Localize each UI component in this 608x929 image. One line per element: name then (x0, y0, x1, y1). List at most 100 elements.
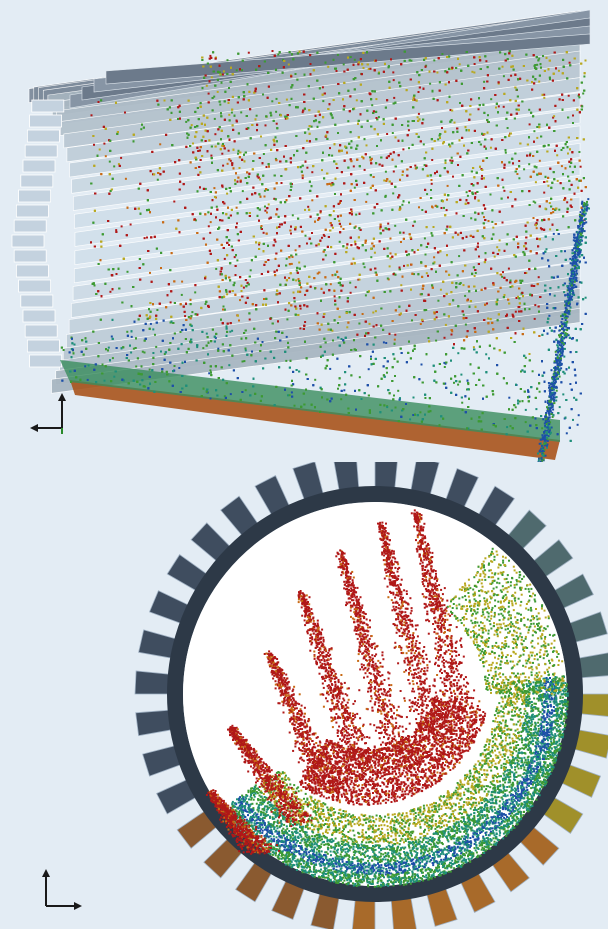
particle (353, 58, 356, 61)
particle (392, 71, 395, 74)
shell-rib (74, 160, 581, 247)
particle (107, 346, 110, 349)
particle (558, 406, 561, 409)
particle (535, 227, 538, 230)
particle (363, 266, 366, 269)
particle (282, 58, 285, 61)
particle (301, 177, 304, 180)
particle (93, 143, 95, 146)
particle (534, 181, 537, 184)
particle (418, 206, 420, 209)
particle (578, 96, 581, 99)
particle (196, 346, 199, 349)
particle (321, 169, 323, 172)
particle (452, 175, 454, 178)
particle (549, 326, 551, 329)
particle (222, 305, 225, 308)
particle (441, 53, 444, 55)
particle (533, 130, 536, 133)
particle (221, 73, 224, 76)
particle (154, 333, 156, 336)
particle (216, 90, 219, 93)
particle (577, 94, 580, 97)
particle (248, 318, 251, 321)
particle (97, 101, 100, 103)
particle (373, 251, 376, 254)
particle (549, 228, 552, 231)
particle (204, 187, 207, 190)
shell-rib-cap (26, 129, 60, 143)
particle (437, 299, 440, 302)
particle (226, 59, 229, 62)
particle (400, 284, 403, 287)
particle (524, 356, 527, 359)
particle (504, 151, 507, 154)
particle (439, 288, 442, 291)
particle (546, 180, 549, 183)
particle (366, 193, 369, 196)
particle (465, 191, 468, 194)
particle (288, 394, 291, 397)
particle (338, 240, 341, 243)
particle (126, 270, 129, 273)
particle (431, 159, 434, 161)
particle (264, 209, 267, 212)
particle (449, 159, 452, 162)
particle (421, 320, 424, 323)
particle (235, 69, 238, 72)
particle (340, 225, 343, 228)
particle (538, 390, 541, 393)
particle (327, 65, 330, 68)
particle (382, 341, 385, 344)
particle (384, 170, 387, 173)
particle (543, 93, 546, 96)
particle (458, 255, 461, 258)
particle (487, 317, 490, 320)
shell-rib (74, 178, 581, 266)
particle (409, 418, 412, 421)
particle (507, 267, 510, 270)
particle (514, 310, 517, 313)
particle (213, 117, 216, 120)
particle (528, 108, 531, 111)
particle (445, 209, 448, 212)
particle (424, 397, 427, 399)
particle (403, 264, 405, 267)
particle (497, 82, 500, 85)
shell-rib-cap (26, 339, 60, 353)
particle (370, 355, 372, 358)
particle (288, 277, 291, 279)
particle (518, 160, 521, 162)
particle (464, 323, 467, 326)
particle (410, 59, 413, 62)
particle (329, 367, 332, 370)
particle (393, 338, 396, 341)
particle (352, 165, 355, 168)
particle (528, 123, 531, 126)
particle (227, 149, 230, 152)
particle (435, 339, 438, 342)
particle (304, 208, 306, 211)
particle (411, 319, 413, 322)
particle (113, 375, 116, 378)
particle (148, 317, 151, 320)
particle (506, 127, 509, 129)
particle (299, 327, 302, 330)
particle (293, 404, 296, 407)
particle (518, 400, 521, 403)
particle (360, 398, 363, 400)
particle (205, 332, 208, 335)
particle (533, 317, 536, 320)
particle (141, 350, 144, 353)
particle (294, 249, 297, 252)
particle (560, 149, 563, 151)
particle (124, 111, 126, 114)
particle (234, 274, 237, 276)
particle (286, 318, 289, 321)
particle (285, 359, 288, 362)
particle (545, 248, 548, 251)
particle (290, 262, 293, 265)
particle (358, 322, 361, 325)
particle (474, 196, 477, 198)
particle (367, 368, 370, 371)
